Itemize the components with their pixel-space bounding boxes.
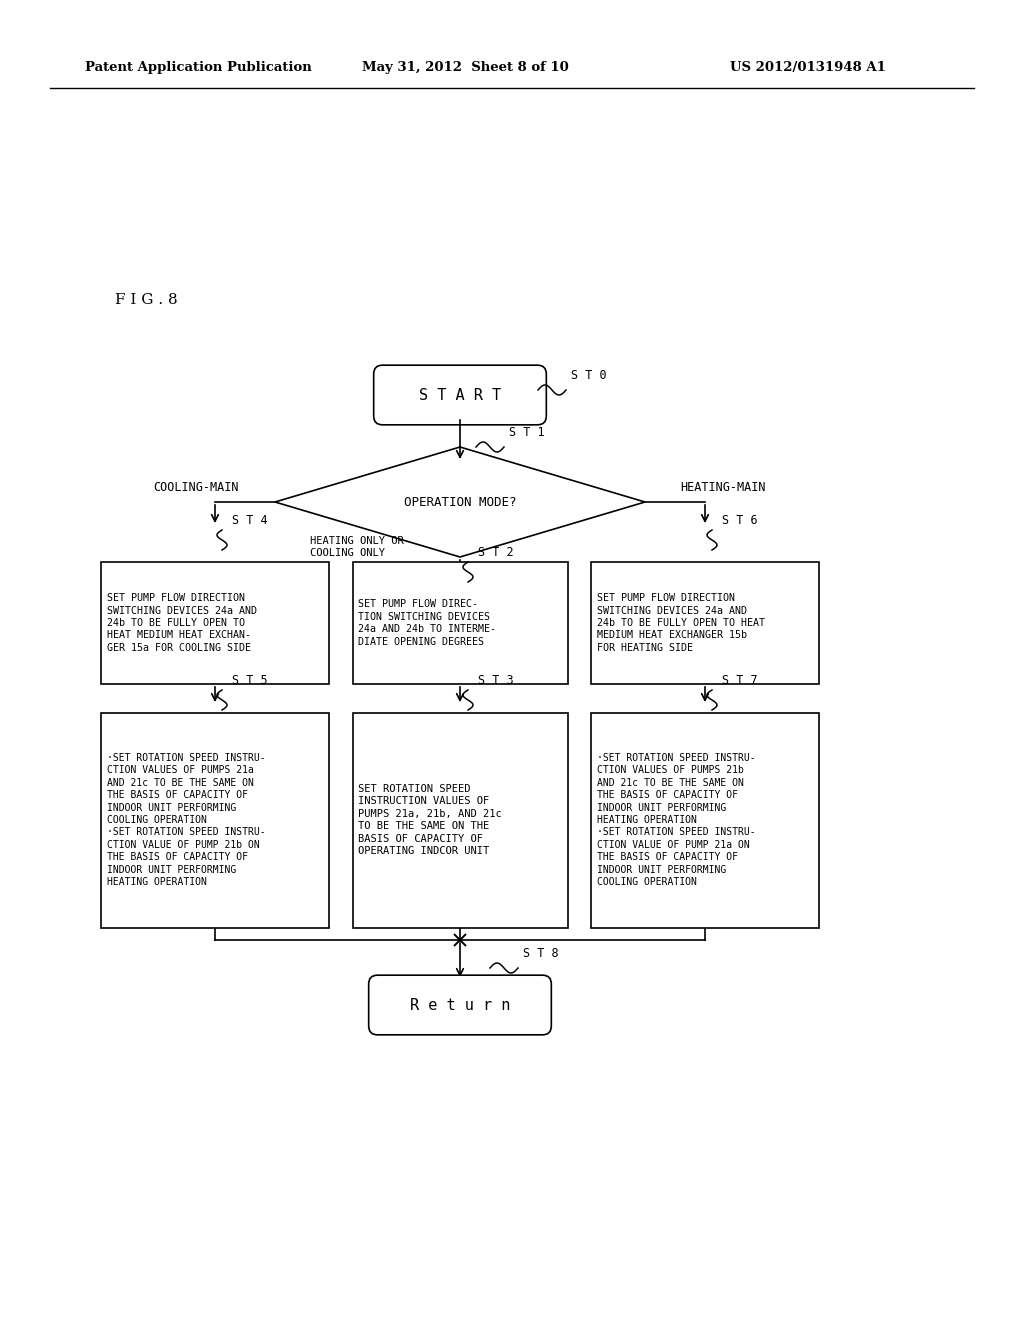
Bar	[352, 713, 567, 928]
Bar	[591, 562, 819, 684]
Bar	[101, 713, 329, 928]
Bar	[352, 562, 567, 684]
Text: S T 6: S T 6	[722, 513, 758, 527]
Text: SET PUMP FLOW DIREC-
TION SWITCHING DEVICES
24a AND 24b TO INTERME-
DIATE OPENIN: SET PUMP FLOW DIREC- TION SWITCHING DEVI…	[358, 599, 497, 647]
Text: ·SET ROTATION SPEED INSTRU-
CTION VALUES OF PUMPS 21b
AND 21c TO BE THE SAME ON
: ·SET ROTATION SPEED INSTRU- CTION VALUES…	[597, 752, 756, 887]
Text: US 2012/0131948 A1: US 2012/0131948 A1	[730, 62, 886, 74]
Text: SET PUMP FLOW DIRECTION
SWITCHING DEVICES 24a AND
24b TO BE FULLY OPEN TO HEAT
M: SET PUMP FLOW DIRECTION SWITCHING DEVICE…	[597, 593, 765, 653]
Text: S T 8: S T 8	[523, 946, 559, 960]
Text: S T 3: S T 3	[478, 675, 514, 686]
Text: S T 4: S T 4	[232, 513, 267, 527]
Text: May 31, 2012  Sheet 8 of 10: May 31, 2012 Sheet 8 of 10	[362, 62, 568, 74]
Bar	[591, 713, 819, 928]
Text: S T 2: S T 2	[478, 546, 514, 558]
FancyBboxPatch shape	[374, 366, 547, 425]
Text: S T 1: S T 1	[509, 426, 545, 440]
Text: SET ROTATION SPEED
INSTRUCTION VALUES OF
PUMPS 21a, 21b, AND 21c
TO BE THE SAME : SET ROTATION SPEED INSTRUCTION VALUES OF…	[358, 784, 502, 855]
Text: HEATING ONLY OR
COOLING ONLY: HEATING ONLY OR COOLING ONLY	[310, 536, 403, 557]
Text: S T 0: S T 0	[571, 370, 606, 381]
Text: ·SET ROTATION SPEED INSTRU-
CTION VALUES OF PUMPS 21a
AND 21c TO BE THE SAME ON
: ·SET ROTATION SPEED INSTRU- CTION VALUES…	[106, 752, 265, 887]
Text: HEATING-MAIN: HEATING-MAIN	[680, 480, 766, 494]
Text: SET PUMP FLOW DIRECTION
SWITCHING DEVICES 24a AND
24b TO BE FULLY OPEN TO
HEAT M: SET PUMP FLOW DIRECTION SWITCHING DEVICE…	[106, 593, 257, 653]
Text: OPERATION MODE?: OPERATION MODE?	[403, 495, 516, 508]
Text: F I G . 8: F I G . 8	[115, 293, 177, 308]
FancyBboxPatch shape	[369, 975, 551, 1035]
Text: S T 7: S T 7	[722, 675, 758, 686]
Text: R e t u r n: R e t u r n	[410, 998, 510, 1012]
Text: COOLING-MAIN: COOLING-MAIN	[153, 480, 239, 494]
Text: Patent Application Publication: Patent Application Publication	[85, 62, 311, 74]
Bar	[101, 562, 329, 684]
Text: S T A R T: S T A R T	[419, 388, 501, 403]
Text: S T 5: S T 5	[232, 675, 267, 686]
